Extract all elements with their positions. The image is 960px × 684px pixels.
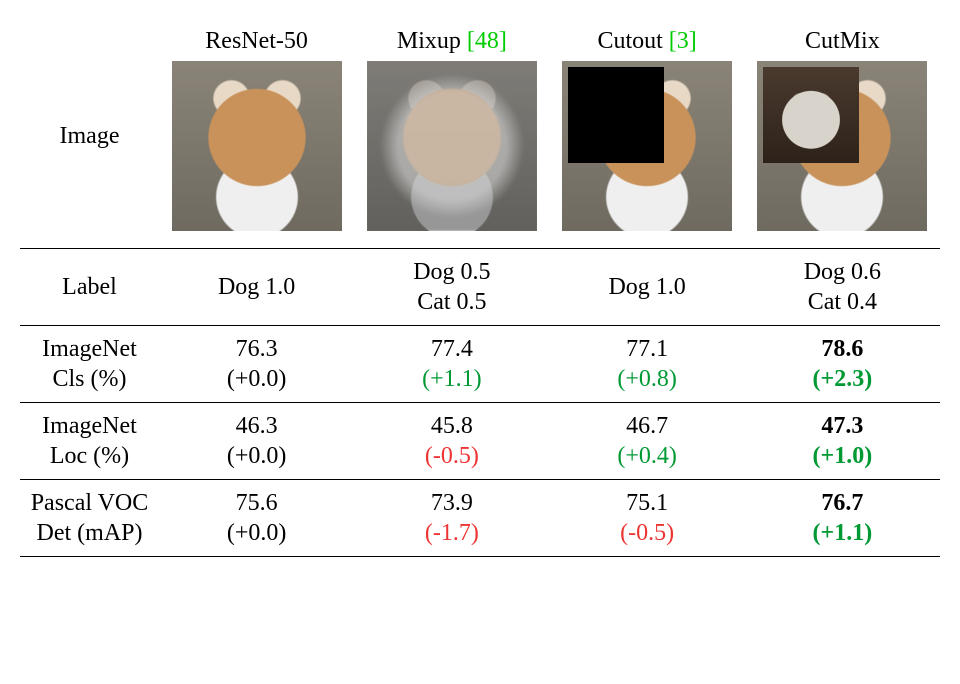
cell: 76.7(+1.1) [745, 480, 940, 557]
row-label-l2: Loc (%) [26, 441, 153, 471]
thumb-cutout [549, 59, 744, 249]
cell-l2: (+1.0) [751, 441, 934, 471]
cell-l1: 77.4 [360, 334, 543, 364]
cell-l1: 46.3 [165, 411, 348, 441]
cell-l1: Dog 1.0 [555, 272, 738, 302]
cell: 76.3(+0.0) [159, 326, 354, 403]
cell: 47.3(+1.0) [745, 403, 940, 480]
cutmix-patch-icon [763, 67, 859, 163]
cutout-patch-icon [568, 67, 664, 163]
col-header-resnet50: ResNet-50 [159, 20, 354, 59]
cell-l1: Dog 0.5 [360, 257, 543, 287]
sample-image-icon [757, 61, 927, 231]
cell-l1: 78.6 [751, 334, 934, 364]
cell: 45.8(-0.5) [354, 403, 549, 480]
cell: 46.7(+0.4) [549, 403, 744, 480]
cell-l2: (-1.7) [360, 518, 543, 548]
cell-l2: (+0.0) [165, 518, 348, 548]
col-header-mixup: Mixup [48] [354, 20, 549, 59]
cell-l2: (+0.0) [165, 441, 348, 471]
image-row [20, 59, 940, 249]
cell-l1: 75.1 [555, 488, 738, 518]
cell-l2: (+0.4) [555, 441, 738, 471]
col-cite: [3] [669, 28, 697, 54]
cell: Dog 0.5Cat 0.5 [354, 249, 549, 326]
row-label: ImageNet Cls (%) [20, 326, 159, 403]
cell-l2: (-0.5) [360, 441, 543, 471]
cell-l1: 77.1 [555, 334, 738, 364]
cell-l1: 47.3 [751, 411, 934, 441]
cell: 77.4(+1.1) [354, 326, 549, 403]
sample-image-icon [172, 61, 342, 231]
imagenet-cls-row: ImageNet Cls (%) 76.3(+0.0) 77.4(+1.1) 7… [20, 326, 940, 403]
cell: Dog 1.0 [159, 249, 354, 326]
thumb-cutmix [745, 59, 940, 249]
imagenet-loc-row: ImageNet Loc (%) 46.3(+0.0) 45.8(-0.5) 4… [20, 403, 940, 480]
row-label: Label [20, 249, 159, 326]
row-label-l1: ImageNet [26, 334, 153, 364]
row-label-l1: Pascal VOC [26, 488, 153, 518]
col-name: CutMix [805, 28, 880, 54]
cell-l1: Dog 1.0 [165, 272, 348, 302]
cell: 78.6(+2.3) [745, 326, 940, 403]
comparison-table: Image ResNet-50 Mixup [48] Cutout [3] Cu… [20, 20, 940, 557]
thumb-resnet50 [159, 59, 354, 249]
header-row: Image ResNet-50 Mixup [48] Cutout [3] Cu… [20, 20, 940, 59]
cell-l1: 45.8 [360, 411, 543, 441]
col-name: ResNet-50 [205, 28, 308, 54]
cell-l2: (+1.1) [751, 518, 934, 548]
cell-l1: 76.3 [165, 334, 348, 364]
cell: Dog 1.0 [549, 249, 744, 326]
cell-l1: 46.7 [555, 411, 738, 441]
pascal-voc-row: Pascal VOC Det (mAP) 75.6(+0.0) 73.9(-1.… [20, 480, 940, 557]
cell-l2: (-0.5) [555, 518, 738, 548]
cell-l2: (+2.3) [751, 364, 934, 394]
cell-l1: Dog 0.6 [751, 257, 934, 287]
row-label-l1: Label [26, 272, 153, 302]
col-header-cutout: Cutout [3] [549, 20, 744, 59]
cell-l1: 73.9 [360, 488, 543, 518]
cell: 46.3(+0.0) [159, 403, 354, 480]
row-label: ImageNet Loc (%) [20, 403, 159, 480]
cell: 75.1(-0.5) [549, 480, 744, 557]
sample-image-icon [562, 61, 732, 231]
thumb-mixup [354, 59, 549, 249]
image-row-label: Image [20, 20, 159, 249]
col-cite: [48] [467, 28, 507, 54]
cell-l2: (+0.8) [555, 364, 738, 394]
row-label-l1: ImageNet [26, 411, 153, 441]
col-name: Cutout [597, 28, 668, 54]
col-name: Mixup [397, 28, 467, 54]
cell: 75.6(+0.0) [159, 480, 354, 557]
cell-l1: 76.7 [751, 488, 934, 518]
row-label-l2: Det (mAP) [26, 518, 153, 548]
cell: 73.9(-1.7) [354, 480, 549, 557]
cell-l2: Cat 0.5 [360, 287, 543, 317]
cell-l2: (+1.1) [360, 364, 543, 394]
sample-image-icon [367, 61, 537, 231]
label-row: Label Dog 1.0 Dog 0.5Cat 0.5 Dog 1.0 Dog… [20, 249, 940, 326]
row-label: Pascal VOC Det (mAP) [20, 480, 159, 557]
cell-l1: 75.6 [165, 488, 348, 518]
cell: Dog 0.6Cat 0.4 [745, 249, 940, 326]
cell-l2: Cat 0.4 [751, 287, 934, 317]
cell: 77.1(+0.8) [549, 326, 744, 403]
cell-l2: (+0.0) [165, 364, 348, 394]
col-header-cutmix: CutMix [745, 20, 940, 59]
row-label-l2: Cls (%) [26, 364, 153, 394]
